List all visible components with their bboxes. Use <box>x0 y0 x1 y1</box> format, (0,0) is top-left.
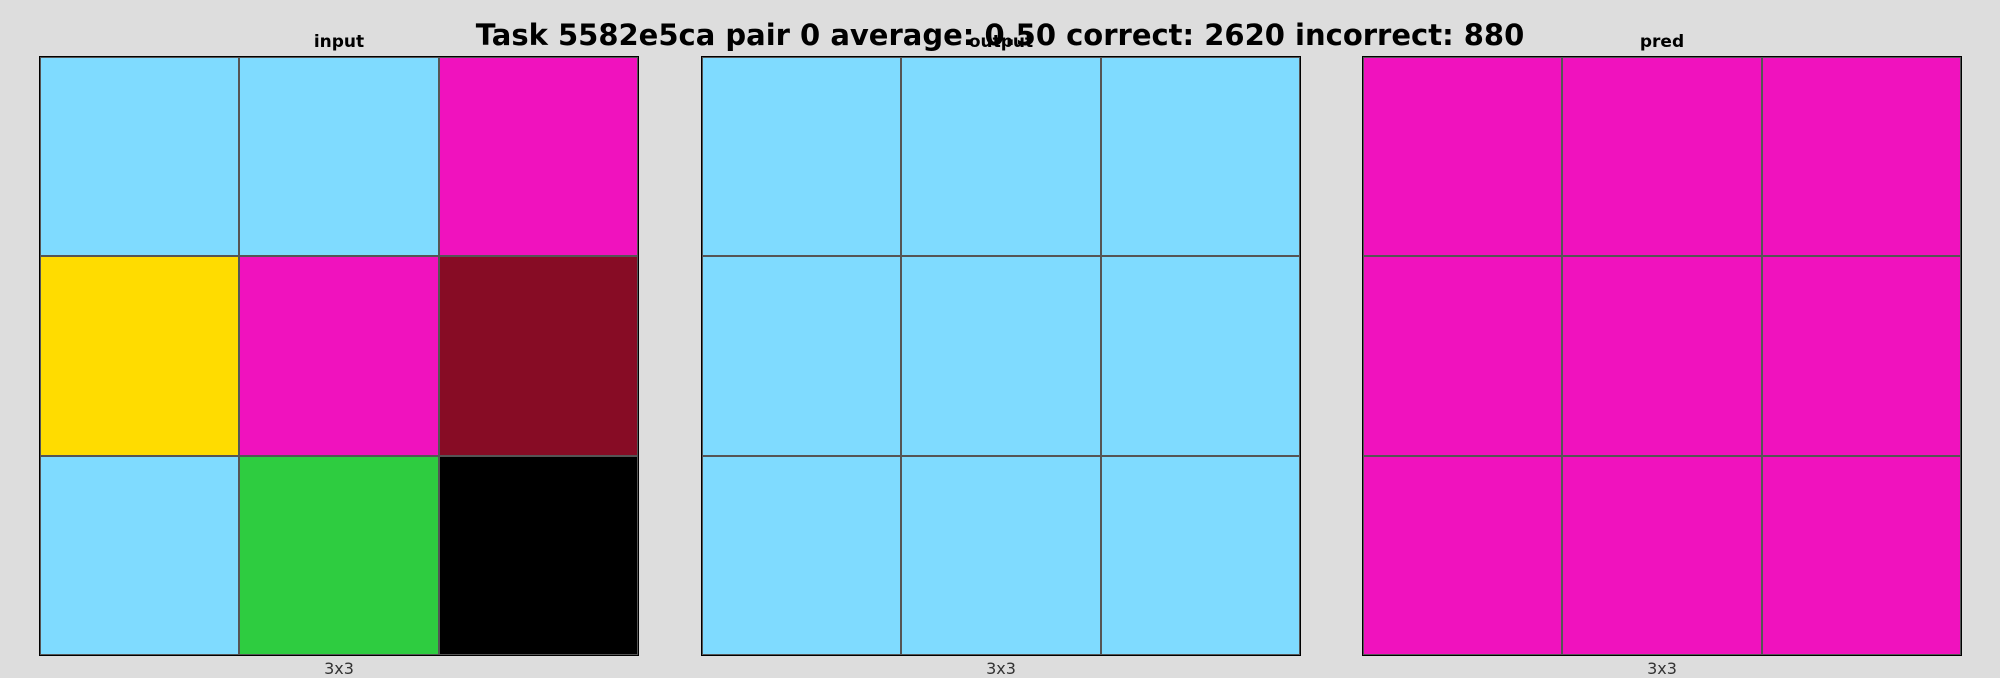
pred-cell-r1-c2 <box>1761 256 1961 456</box>
pred-panel-title: pred <box>1639 32 1685 52</box>
input-size-label: 3x3 <box>324 659 354 678</box>
input-cell-r2-c2 <box>438 455 638 655</box>
pred-size-label: 3x3 <box>1647 659 1677 678</box>
output-panel: output 3x3 <box>701 32 1301 678</box>
pred-grid <box>1362 56 1962 656</box>
pred-cell-r1-c0 <box>1363 256 1563 456</box>
figure-title: Task 5582e5ca pair 0 average: 0.50 corre… <box>475 18 1525 52</box>
pred-cell-r2-c1 <box>1562 455 1762 655</box>
input-cell-r2-c0 <box>40 455 240 655</box>
output-panel-title: output <box>968 32 1034 52</box>
output-cell-r0-c1 <box>901 57 1101 257</box>
output-grid <box>701 56 1301 656</box>
input-panel-title: input <box>313 32 365 52</box>
pred-cell-r1-c1 <box>1562 256 1762 456</box>
input-cell-r0-c0 <box>40 57 240 257</box>
input-panel: input 3x3 <box>39 32 639 678</box>
input-cell-r1-c0 <box>40 256 240 456</box>
output-cell-r2-c1 <box>901 455 1101 655</box>
output-cell-r2-c0 <box>702 455 902 655</box>
output-cell-r0-c2 <box>1100 57 1300 257</box>
input-cell-r1-c1 <box>239 256 439 456</box>
output-cell-r1-c1 <box>901 256 1101 456</box>
pred-cell-r0-c1 <box>1562 57 1762 257</box>
pred-cell-r0-c2 <box>1761 57 1961 257</box>
input-cell-r0-c2 <box>438 57 638 257</box>
output-cell-r2-c2 <box>1100 455 1300 655</box>
input-cell-r0-c1 <box>239 57 439 257</box>
input-cell-r1-c2 <box>438 256 638 456</box>
output-cell-r1-c2 <box>1100 256 1300 456</box>
pred-cell-r0-c0 <box>1363 57 1563 257</box>
pred-panel: pred 3x3 <box>1362 32 1962 678</box>
output-cell-r0-c0 <box>702 57 902 257</box>
input-grid <box>39 56 639 656</box>
pred-cell-r2-c0 <box>1363 455 1563 655</box>
output-cell-r1-c0 <box>702 256 902 456</box>
pred-cell-r2-c2 <box>1761 455 1961 655</box>
input-cell-r2-c1 <box>239 455 439 655</box>
output-size-label: 3x3 <box>986 659 1016 678</box>
